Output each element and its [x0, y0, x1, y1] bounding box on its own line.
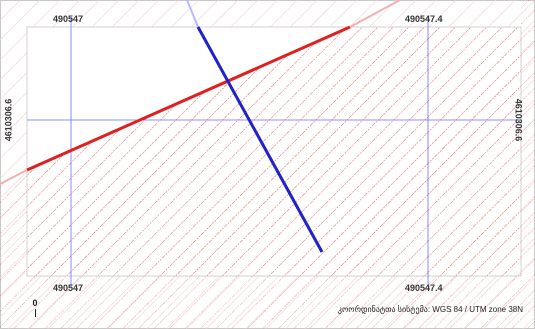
crs-caption: კოორდინატთა სისტემა: WGS 84 / UTM zone 3… — [338, 305, 523, 314]
parcel-hatch-outside-right — [521, 0, 535, 329]
crs-label: კოორდინატთა სისტემა: — [337, 305, 431, 314]
grid-label-top-left: 490547 — [53, 14, 84, 24]
grid-label-top-right: 490547.4 — [405, 14, 443, 24]
grid-label-right: 4610306.6 — [513, 98, 524, 142]
parcel-boundary-line-extension-top — [349, 0, 401, 28]
north-symbol: 0 — [32, 298, 38, 308]
line-feature[interactable] — [196, 26, 324, 253]
crs-value: WGS 84 / UTM zone 38N — [432, 305, 523, 314]
grid-label-bottom-right: 490547.4 — [405, 283, 443, 293]
line-feature-extension — [186, 0, 199, 28]
north-stem — [34, 309, 36, 317]
grid-label-bottom-left: 490547 — [53, 283, 84, 293]
map-area-border — [26, 26, 522, 277]
parcel-hatch-outside-bottom — [27, 276, 521, 329]
north-arrow-icon: 0 — [30, 299, 40, 319]
parcel-polygon[interactable] — [27, 27, 521, 276]
grid-label-left: 4610306.6 — [3, 98, 14, 142]
parcel-boundary-line[interactable] — [26, 25, 351, 172]
parcel-boundary-line-extension — [0, 169, 28, 185]
parcel-hatch-outside — [0, 170, 27, 329]
